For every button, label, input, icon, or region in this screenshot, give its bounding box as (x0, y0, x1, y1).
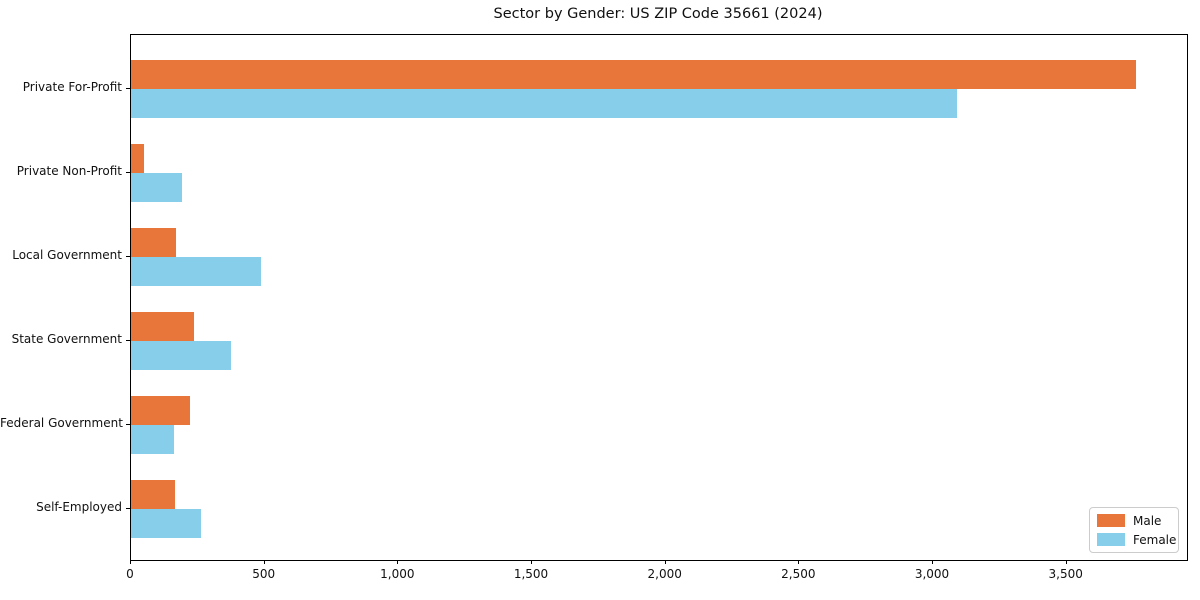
y-tick (126, 172, 130, 173)
y-tick (126, 256, 130, 257)
legend-swatch-male (1097, 514, 1125, 527)
legend-swatch-female (1097, 533, 1125, 546)
bar-female-self-employed (131, 509, 201, 538)
x-tick-label: 1,000 (380, 567, 415, 581)
y-tick-label: Private Non-Profit (16, 164, 122, 178)
y-tick (126, 340, 130, 341)
x-tick-label: 500 (252, 567, 276, 581)
x-tick (932, 560, 934, 564)
bar-male-federal-government (131, 396, 190, 425)
y-tick (126, 508, 130, 509)
x-tick-label: 2,500 (781, 567, 816, 581)
x-tick (263, 560, 265, 564)
x-tick-label: 3,500 (1048, 567, 1083, 581)
bar-female-private-for-profit (131, 89, 957, 118)
bar-female-local-government (131, 257, 261, 286)
x-tick-label: 0 (126, 567, 134, 581)
x-tick (130, 560, 131, 564)
x-tick-label: 1,500 (513, 567, 549, 581)
legend-entry-female: Female (1090, 533, 1178, 547)
x-tick (664, 560, 666, 564)
y-tick-label: Self-Employed (36, 500, 122, 514)
y-tick-label: Private For-Profit (22, 80, 122, 94)
chart-title: Sector by Gender: US ZIP Code 35661 (202… (493, 6, 823, 22)
bar-female-federal-government (131, 425, 174, 454)
bar-male-private-for-profit (131, 60, 1136, 89)
plot-area (130, 34, 1188, 561)
legend: Male Female (1089, 507, 1179, 553)
y-tick-label: Local Government (12, 248, 122, 262)
x-tick (1065, 560, 1067, 564)
y-tick (126, 424, 130, 425)
bar-male-state-government (131, 312, 194, 341)
bar-male-local-government (131, 228, 176, 257)
bar-female-state-government (131, 341, 231, 370)
bar-male-self-employed (131, 480, 175, 509)
x-tick-label: 3,000 (914, 567, 950, 581)
legend-label: Female (1133, 532, 1177, 547)
x-tick (531, 560, 532, 564)
y-tick (126, 88, 130, 89)
x-tick-label: 2,000 (647, 567, 682, 581)
y-tick-label: State Government (11, 332, 122, 346)
y-tick-label: Federal Government (0, 416, 123, 430)
bar-female-private-non-profit (131, 173, 182, 202)
legend-entry-male: Male (1090, 514, 1178, 528)
bar-male-private-non-profit (131, 144, 144, 173)
x-tick (798, 560, 800, 564)
legend-label: Male (1133, 513, 1162, 528)
x-tick (397, 560, 399, 564)
